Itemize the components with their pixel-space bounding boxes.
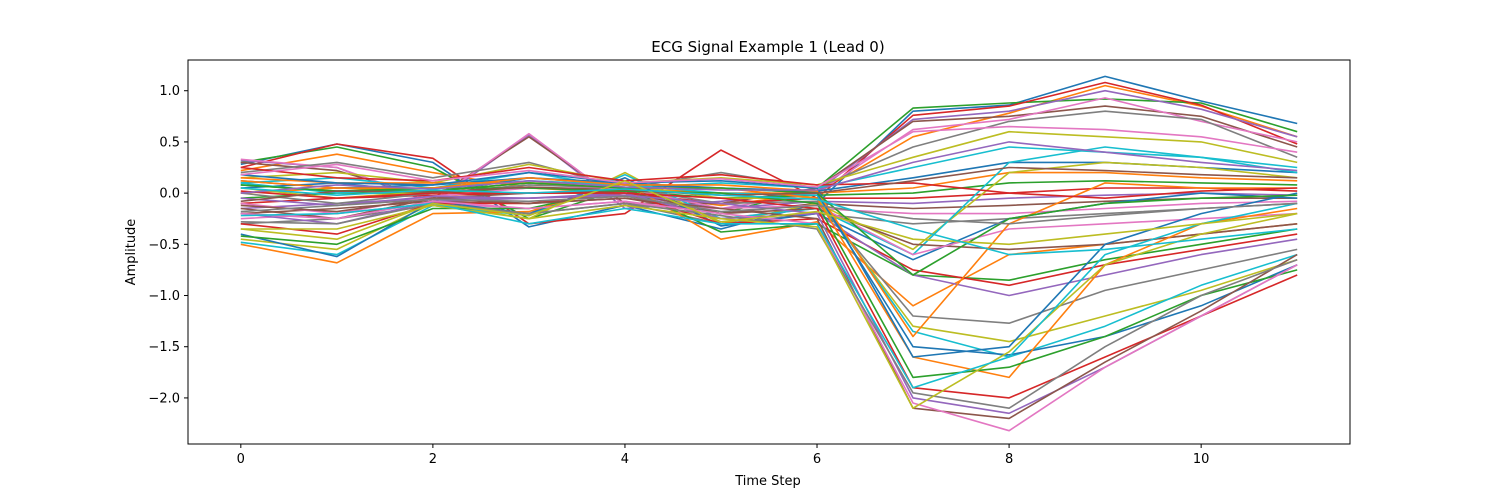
y-tick-label: −1.0 (148, 289, 180, 304)
series-line-44 (240, 166, 1298, 199)
series-line-46 (240, 166, 1298, 203)
series-line-41 (240, 171, 1298, 358)
series-line-10 (240, 146, 1298, 189)
series-line-37 (240, 200, 1298, 432)
series-line-14 (240, 187, 1298, 205)
x-tick-label: 8 (1005, 452, 1013, 467)
x-tick-label: 2 (429, 452, 437, 467)
x-axis-label: Time Step (734, 474, 801, 489)
x-tick-label: 4 (621, 452, 629, 467)
series-line-47 (240, 125, 1298, 188)
series-line-9 (240, 130, 1298, 186)
series-line-32 (240, 177, 1298, 379)
plot-frame (187, 59, 1351, 445)
series-line-4 (240, 81, 1298, 225)
y-tick-label: 0.5 (159, 135, 180, 150)
y-tick-label: 1.0 (159, 84, 180, 99)
series-line-34 (240, 190, 1298, 399)
y-axis: 1.0 0.5 0.0 −0.5 −1.0 −1.5 −2.0 (148, 84, 188, 406)
y-tick-label: −1.5 (148, 340, 180, 355)
chart-title: ECG Signal Example 1 (Lead 0) (651, 38, 884, 56)
x-tick-label: 6 (813, 452, 821, 467)
series-line-40 (240, 202, 1298, 389)
series-line-21 (240, 177, 1298, 261)
y-tick-label: −2.0 (148, 391, 180, 406)
y-tick-label: 0.0 (159, 187, 180, 202)
series-line-8 (240, 110, 1298, 189)
series-line-50 (240, 187, 1298, 256)
series-line-49 (240, 180, 1298, 246)
series-line-27 (240, 187, 1298, 256)
x-tick-label: 10 (1193, 452, 1210, 467)
x-tick-label: 0 (237, 452, 245, 467)
series-line-45 (240, 141, 1298, 194)
series-line-48 (240, 195, 1298, 225)
series-line-28 (240, 184, 1298, 325)
y-tick-label: −0.5 (148, 238, 180, 253)
series-layer (240, 75, 1298, 432)
series-line-26 (240, 190, 1298, 251)
series-line-2 (240, 84, 1298, 207)
x-axis: 0 2 4 6 8 10 (237, 444, 1210, 467)
y-axis-label: Amplitude (124, 219, 139, 286)
